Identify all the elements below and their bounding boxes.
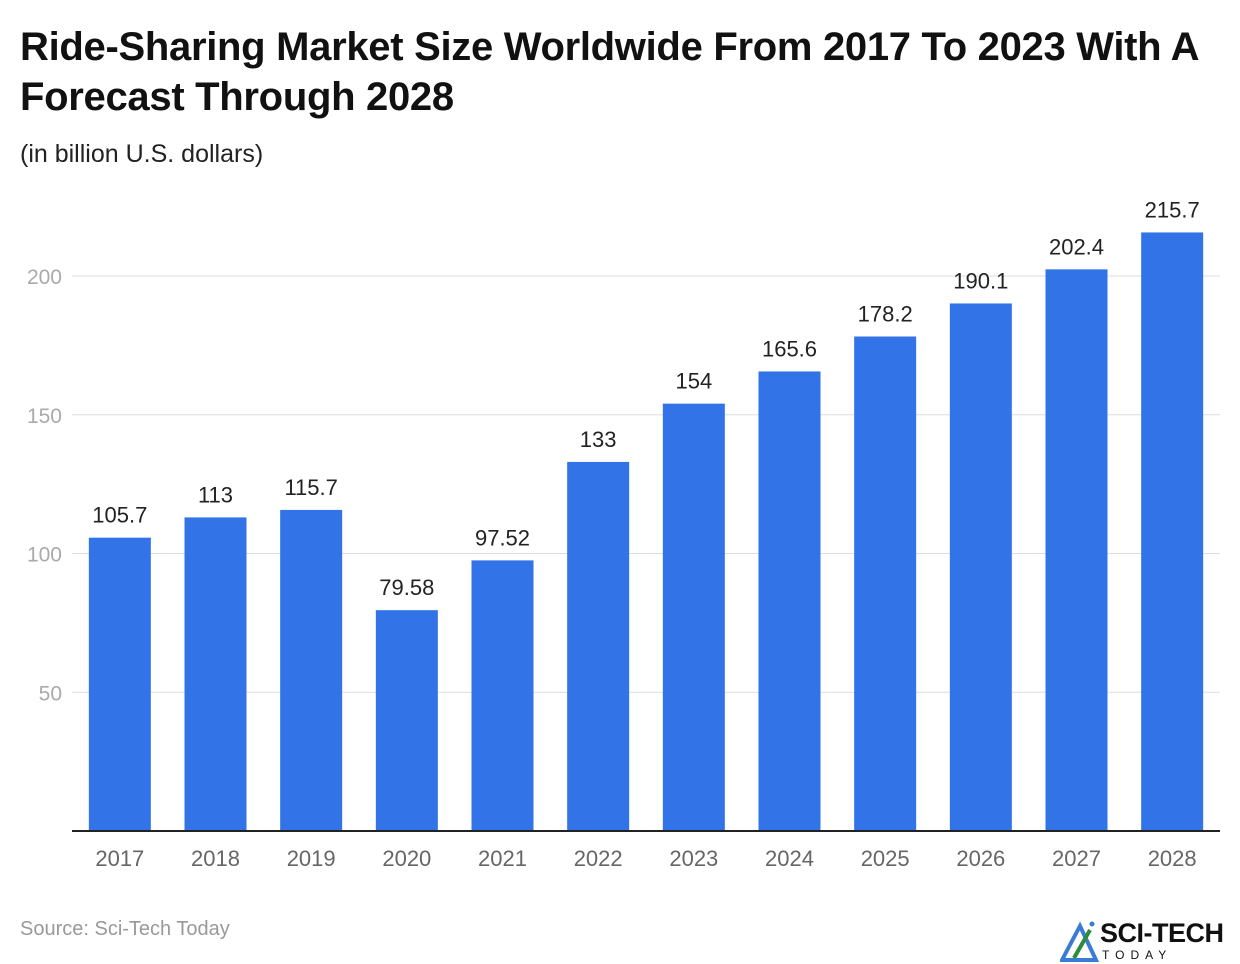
- x-tick-label: 2021: [478, 846, 527, 871]
- bar-chart: 50 100 150 200 105.7 2017 113 2018 115.7 2019 79.5…: [27, 197, 1220, 871]
- bar-2019: [280, 509, 343, 831]
- x-tick-label: 2025: [861, 846, 910, 871]
- data-label: 165.6: [762, 336, 817, 361]
- y-tick-label: 200: [27, 266, 62, 289]
- sci-tech-logo: SCI-TECH TODAY: [1060, 918, 1240, 964]
- logo-name: SCI-TECH: [1100, 918, 1224, 948]
- bar-2020: [375, 610, 438, 831]
- x-tick-label: 2022: [574, 846, 623, 871]
- data-label: 154: [675, 369, 712, 394]
- bar-2018: [184, 517, 247, 831]
- x-tick-label: 2020: [382, 846, 431, 871]
- data-label: 79.58: [379, 575, 434, 600]
- x-tick-label: 2028: [1148, 846, 1197, 871]
- x-tick-label: 2019: [287, 846, 336, 871]
- chart-title: Ride-Sharing Market Size Worldwide From …: [20, 25, 1198, 119]
- y-tick-label: 50: [39, 682, 62, 705]
- x-tick-label: 2027: [1052, 846, 1101, 871]
- bar-2024: [758, 371, 821, 831]
- data-label: 190.1: [953, 268, 1008, 293]
- data-label: 133: [580, 427, 617, 452]
- y-tick-label: 100: [27, 544, 62, 567]
- chart-subtitle: (in billion U.S. dollars): [20, 140, 264, 168]
- bar-2028: [1141, 232, 1204, 831]
- logo-tagline: TODAY: [1102, 948, 1173, 962]
- data-label: 202.4: [1049, 234, 1104, 259]
- data-label: 105.7: [92, 503, 147, 528]
- x-tick-label: 2018: [191, 846, 240, 871]
- x-tick-label: 2023: [669, 846, 718, 871]
- bar-2023: [662, 403, 725, 831]
- data-label: 178.2: [858, 301, 913, 326]
- bar-2017: [88, 537, 151, 831]
- y-tick-label: 150: [27, 405, 62, 428]
- data-label: 97.52: [475, 525, 530, 550]
- bar-2022: [567, 461, 630, 831]
- logo-icon: [1060, 921, 1100, 962]
- data-label: 215.7: [1145, 197, 1200, 222]
- x-tick-label: 2026: [956, 846, 1005, 871]
- data-label: 115.7: [284, 475, 337, 500]
- bar-2021: [471, 560, 534, 831]
- data-label: 113: [198, 482, 233, 507]
- source-note: Source: Sci-Tech Today: [20, 918, 230, 940]
- bar-2025: [854, 336, 917, 831]
- x-tick-label: 2017: [95, 846, 144, 871]
- bar-2027: [1045, 269, 1108, 832]
- bar-2026: [949, 303, 1012, 831]
- x-tick-label: 2024: [765, 846, 814, 871]
